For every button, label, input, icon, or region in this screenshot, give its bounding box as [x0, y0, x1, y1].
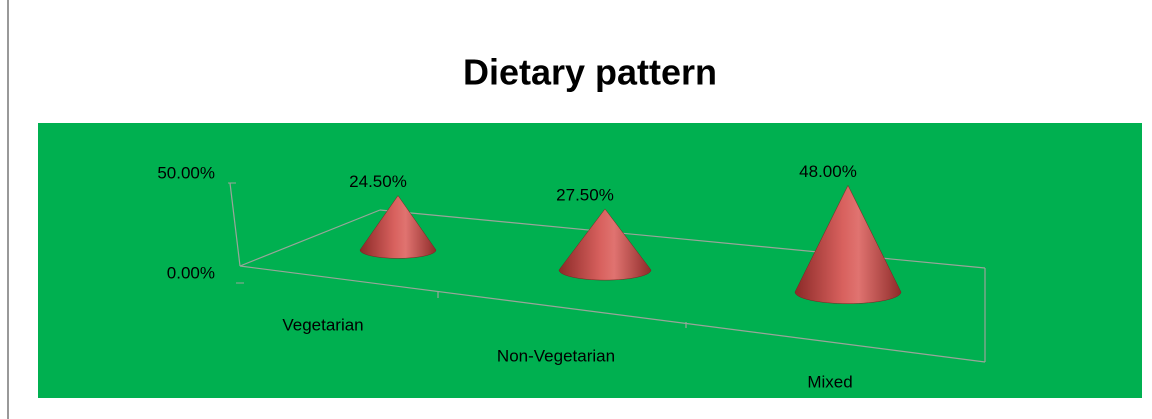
x-tick-label: Mixed [807, 372, 852, 391]
x-tick-label: Vegetarian [282, 315, 363, 334]
data-label: 27.50% [556, 185, 614, 204]
data-label: 48.00% [799, 162, 857, 181]
chart-title: Dietary pattern [463, 52, 717, 93]
cone [359, 195, 437, 259]
y-tick-label: 0.00% [167, 263, 215, 282]
cone-body [359, 195, 437, 259]
x-tick-label: Non-Vegetarian [497, 346, 615, 365]
cone-body [558, 208, 652, 281]
cone [558, 208, 652, 281]
cone [794, 184, 902, 304]
data-label: 24.50% [349, 172, 407, 191]
cone-body [794, 184, 902, 304]
y-tick-label: 50.00% [157, 163, 215, 182]
